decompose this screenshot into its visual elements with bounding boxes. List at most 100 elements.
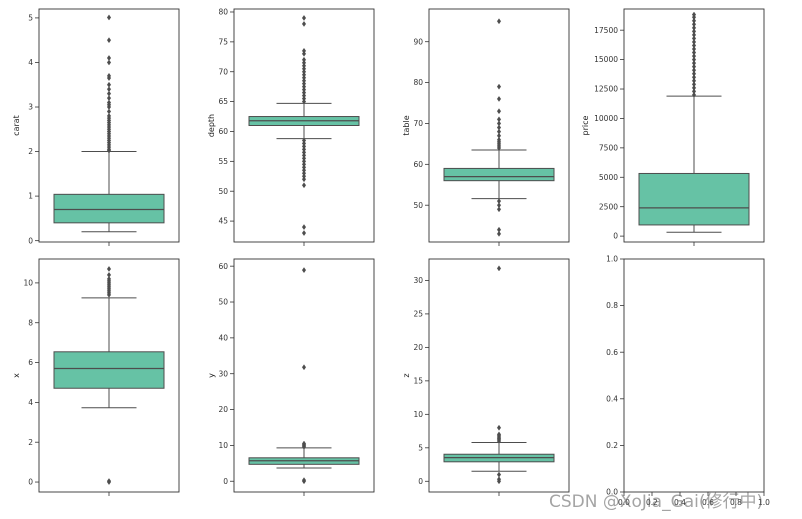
outlier-point <box>106 112 112 119</box>
iqr-box <box>53 351 165 389</box>
outlier-point <box>106 478 112 484</box>
y-tick-label: 0 <box>28 236 33 245</box>
outlier-point <box>106 72 112 79</box>
outlier-point <box>106 37 112 44</box>
outlier-point <box>301 47 307 54</box>
outlier-point <box>301 95 307 102</box>
outlier-point <box>301 167 307 174</box>
iqr-box <box>443 167 555 182</box>
outlier-point <box>301 98 307 105</box>
x-tick-label: 1.0 <box>758 498 770 507</box>
y-tick-label: 80 <box>218 8 228 17</box>
axes-frame <box>233 8 375 243</box>
y-axis-label: table <box>402 115 411 135</box>
y-tick-label: 55 <box>218 157 228 166</box>
outlier-point <box>106 81 112 88</box>
outlier-point <box>691 84 697 91</box>
outlier-point <box>301 20 307 27</box>
outlier-point <box>691 17 697 24</box>
outlier-point <box>496 230 502 237</box>
y-tick-label: 10 <box>218 441 228 450</box>
y-tick-label: 2500 <box>599 202 618 211</box>
x-tick-label: 0.2 <box>646 498 658 507</box>
outlier-point <box>301 140 307 147</box>
y-tick-label: 40 <box>218 333 228 342</box>
y-tick-label: 4 <box>28 398 33 407</box>
outlier-point <box>301 80 307 87</box>
y-tick-label: 2 <box>28 147 33 156</box>
outlier-point <box>301 71 307 78</box>
outlier-point <box>301 173 307 180</box>
outlier-point <box>691 24 697 31</box>
x-tick-label: 0.0 <box>618 498 630 507</box>
outlier-point <box>106 95 112 102</box>
outlier-point <box>496 198 502 205</box>
y-tick-label: 30 <box>413 276 423 285</box>
y-tick-label: 60 <box>218 127 228 136</box>
outlier-point <box>496 83 502 90</box>
outlier-point <box>496 124 502 131</box>
outlier-point <box>301 137 307 144</box>
y-tick-label: 5 <box>418 443 423 452</box>
outlier-point <box>301 224 307 231</box>
outlier-point <box>691 91 697 98</box>
outlier-point <box>301 146 307 153</box>
outlier-point <box>691 63 697 70</box>
y-tick-label: 10 <box>413 410 423 419</box>
axes-frame <box>428 8 570 243</box>
y-tick-label: 4 <box>28 58 33 67</box>
y-tick-label: 25 <box>413 310 423 319</box>
outlier-point <box>301 50 307 57</box>
y-tick-label: 0.2 <box>606 441 618 450</box>
y-tick-label: 0 <box>613 232 618 241</box>
outlier-point <box>301 77 307 84</box>
outlier-point <box>106 108 112 115</box>
y-tick-label: 0.0 <box>606 488 618 497</box>
y-axis-label: y <box>207 373 216 378</box>
y-tick-label: 12500 <box>594 85 618 94</box>
outlier-point <box>106 59 112 66</box>
subplot-carat: 0 1 2 3 4 5 carat <box>12 8 180 246</box>
subplot-price: 0 2500 5000 7500 10000 12500 15000 17500 price <box>581 8 765 246</box>
outlier-point <box>691 74 697 81</box>
outlier-point <box>691 70 697 77</box>
outlier-point <box>691 53 697 60</box>
outlier-point <box>496 226 502 233</box>
watermark-text: CSDN @XoJia_Gai(修行中) <box>549 492 764 512</box>
y-tick-label: 2 <box>28 438 33 447</box>
y-tick-label: 7500 <box>599 143 618 152</box>
outlier-point <box>301 267 307 274</box>
outlier-point <box>691 11 697 18</box>
y-axis-label: carat <box>12 115 21 136</box>
subplot-z: 0 5 10 15 20 25 30 z <box>402 258 570 496</box>
outlier-point <box>691 77 697 84</box>
x-tick-label: 0.4 <box>674 498 686 507</box>
y-tick-label: 20 <box>413 343 423 352</box>
outlier-point <box>301 155 307 162</box>
subplot-table: 50 60 70 80 90 table <box>402 8 570 246</box>
outlier-point <box>496 265 502 272</box>
outlier-point <box>301 83 307 90</box>
y-tick-label: 80 <box>413 78 423 87</box>
y-tick-label: 50 <box>413 201 423 210</box>
y-axis-label: z <box>402 373 411 377</box>
subplot-y: 0 10 20 30 40 50 60 y <box>207 258 375 496</box>
outlier-point <box>691 88 697 95</box>
outlier-point <box>301 158 307 165</box>
y-tick-label: 1 <box>28 192 33 201</box>
y-tick-label: 17500 <box>594 26 618 35</box>
outlier-point <box>301 164 307 171</box>
outlier-point <box>301 68 307 75</box>
outlier-point <box>301 152 307 159</box>
outlier-point <box>496 18 502 25</box>
outlier-point <box>301 182 307 189</box>
outlier-point <box>301 86 307 93</box>
y-tick-label: 50 <box>218 298 228 307</box>
outlier-point <box>691 21 697 28</box>
outlier-point <box>496 431 502 438</box>
outlier-point <box>301 74 307 81</box>
outlier-point <box>691 81 697 88</box>
axes-frame <box>38 258 180 493</box>
outlier-point <box>301 161 307 168</box>
